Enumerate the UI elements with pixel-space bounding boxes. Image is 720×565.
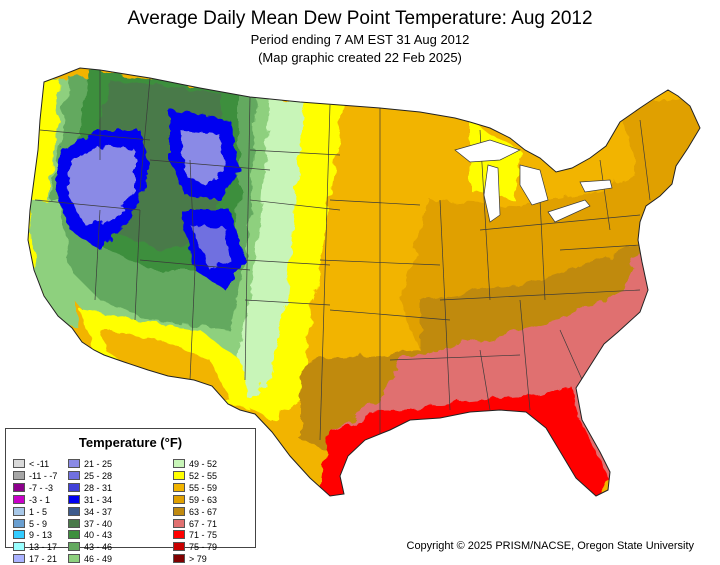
- legend-swatch: [68, 518, 80, 528]
- legend-label: 52 - 55: [189, 470, 218, 481]
- legend-item: -7 - -3: [13, 482, 93, 494]
- legend-item: 40 - 43: [68, 530, 148, 541]
- legend-label: 37 - 40: [84, 518, 113, 529]
- legend-swatch: [173, 506, 185, 516]
- copyright: Copyright © 2025 PRISM/NACSE, Oregon Sta…: [406, 540, 695, 552]
- great-lakes: [454, 139, 613, 223]
- legend-label: 34 - 37: [84, 506, 113, 517]
- legend-item: -3 - 1: [13, 494, 93, 506]
- zone-71-75: [320, 385, 610, 496]
- legend-item: 67 - 71: [173, 518, 253, 530]
- legend-item: 75 - 79: [173, 542, 253, 553]
- legend-label: 67 - 71: [189, 518, 218, 529]
- legend-label: -11 - -7: [29, 470, 58, 481]
- legend-swatch: [13, 530, 25, 540]
- legend-item: 13 - 17: [13, 542, 93, 553]
- legend-item: 52 - 55: [173, 470, 253, 482]
- legend-item: 28 - 31: [68, 482, 148, 494]
- legend-label: -3 - 1: [29, 494, 51, 505]
- legend-swatch: [13, 494, 25, 504]
- legend-swatch: [13, 459, 25, 468]
- legend-item: 1 - 5: [13, 506, 93, 518]
- legend-item: 63 - 67: [173, 506, 253, 518]
- legend-item: 55 - 59: [173, 482, 253, 494]
- legend-label: 49 - 52: [189, 459, 218, 469]
- legend-title: Temperature (°F): [78, 435, 183, 450]
- legend-swatch: [13, 506, 25, 516]
- legend-swatch: [68, 494, 80, 504]
- state-boundaries: [34, 70, 651, 441]
- legend-swatch: [13, 518, 25, 528]
- legend-swatch: [173, 518, 185, 528]
- legend-label: < -11: [29, 459, 50, 469]
- legend-item: 43 - 46: [68, 542, 148, 553]
- legend-swatch: [173, 530, 185, 540]
- legend-swatch: [68, 530, 80, 540]
- legend-label: 1 - 5: [29, 506, 48, 517]
- legend-item: 9 - 13: [13, 530, 93, 541]
- legend-label: 63 - 67: [189, 506, 218, 517]
- zone-52-55-great-lakes: [470, 122, 520, 200]
- legend-swatch: [173, 470, 185, 480]
- legend-item: 59 - 63: [173, 494, 253, 506]
- legend-label: 31 - 34: [84, 494, 113, 505]
- legend-swatch: [173, 494, 185, 504]
- legend-swatch: [173, 542, 185, 552]
- legend-swatch: [173, 482, 185, 492]
- legend-item: 25 - 28: [68, 470, 148, 482]
- legend-item: 49 - 52: [173, 459, 253, 470]
- legend-swatch: [68, 506, 80, 516]
- legend-swatch: [68, 482, 80, 492]
- legend: Temperature (°F) < -11 -11 - -7 -7 - -3 -3 …: [5, 428, 256, 564]
- legend-label: 25 - 28: [84, 470, 113, 481]
- legend-item: 71 - 75: [173, 530, 253, 541]
- legend-item: 34 - 37: [68, 506, 148, 518]
- legend-label: 13 - 17: [29, 542, 58, 553]
- created-subtitle: (Map graphic created 22 Feb 2025): [258, 50, 462, 65]
- map-title: Average Daily Mean Dew Point Temperature…: [127, 8, 593, 29]
- legend-swatch: [173, 459, 185, 468]
- legend-swatch: [68, 459, 80, 468]
- us-outline: [27, 67, 701, 497]
- legend-label: -7 - -3: [29, 482, 54, 493]
- zone-46-49-coast: [30, 200, 80, 330]
- legend-swatch: [13, 542, 25, 552]
- zone-25-28-colorado: [190, 225, 230, 270]
- legend-swatch: [68, 542, 80, 552]
- legend-item: -11 - -7: [13, 470, 93, 482]
- legend-swatch: [13, 482, 25, 492]
- zone-21-25-rockies: [180, 130, 225, 185]
- legend-item: 21 - 25: [68, 459, 148, 470]
- legend-item: 31 - 34: [68, 494, 148, 506]
- legend-swatch: [13, 470, 25, 480]
- legend-label: 75 - 79: [189, 542, 218, 553]
- legend-label: 55 - 59: [189, 482, 218, 493]
- legend-item: 37 - 40: [68, 518, 148, 530]
- legend-label: 5 - 9: [29, 518, 48, 529]
- legend-label: 43 - 46: [84, 542, 113, 553]
- legend-item: < -11: [13, 459, 93, 470]
- legend-label: 21 - 25: [84, 459, 113, 469]
- period-subtitle: Period ending 7 AM EST 31 Aug 2012: [250, 32, 470, 47]
- legend-label: 40 - 43: [84, 530, 113, 541]
- legend-label: 9 - 13: [29, 530, 53, 541]
- legend-label: 71 - 75: [189, 530, 218, 541]
- legend-label: 28 - 31: [84, 482, 113, 493]
- legend-item: 5 - 9: [13, 518, 93, 530]
- legend-label: 59 - 63: [189, 494, 218, 505]
- legend-swatch: [68, 470, 80, 480]
